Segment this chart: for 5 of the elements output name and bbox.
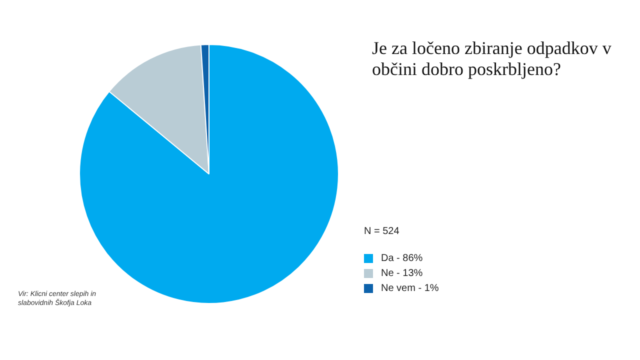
text: Je za ločeno zbiranje odpadkov v občini dobro poskrbljeno? bbox=[372, 38, 612, 80]
legend-label: Da - 86% bbox=[381, 253, 423, 264]
legend-title: N = 524 bbox=[364, 226, 400, 237]
legend-label: Ne - 13% bbox=[381, 268, 423, 279]
legend-label: Ne vem - 1% bbox=[381, 283, 439, 294]
